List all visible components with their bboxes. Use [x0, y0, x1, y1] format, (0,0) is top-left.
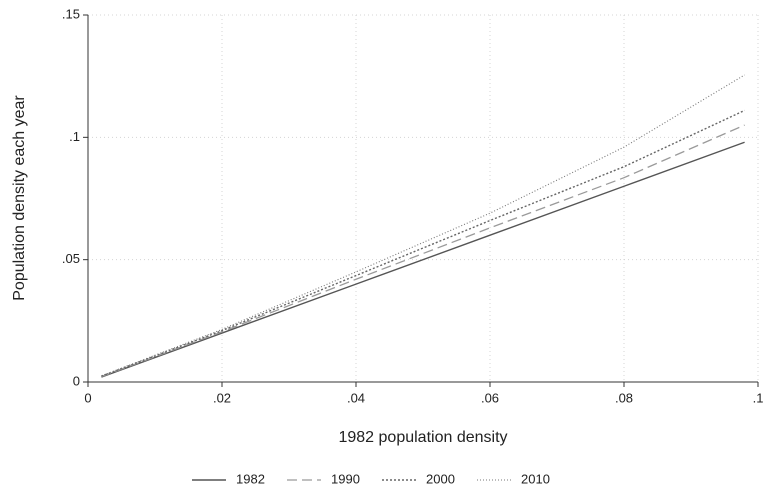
- x-tick-label: .1: [753, 390, 764, 405]
- series-line: [101, 124, 745, 378]
- legend-label: 2010: [521, 471, 550, 486]
- legend-label: 1990: [331, 471, 360, 486]
- x-axis-title: 1982 population density: [338, 429, 507, 446]
- x-tick-label: .02: [213, 390, 231, 405]
- legend-label: 1982: [236, 471, 265, 486]
- y-tick-label: .05: [62, 251, 80, 266]
- legend-label: 2000: [426, 471, 455, 486]
- x-tick-label: .06: [481, 390, 499, 405]
- x-tick-label: .08: [615, 390, 633, 405]
- y-tick-label: .1: [69, 129, 80, 144]
- series-line: [101, 141, 745, 378]
- series-line: [101, 109, 745, 377]
- x-tick-label: 0: [84, 390, 91, 405]
- y-tick-label: .15: [62, 6, 80, 21]
- y-axis-title: Population density each year: [11, 95, 28, 301]
- y-tick-label: 0: [73, 373, 80, 388]
- series-line: [101, 74, 745, 377]
- x-tick-label: .04: [347, 390, 365, 405]
